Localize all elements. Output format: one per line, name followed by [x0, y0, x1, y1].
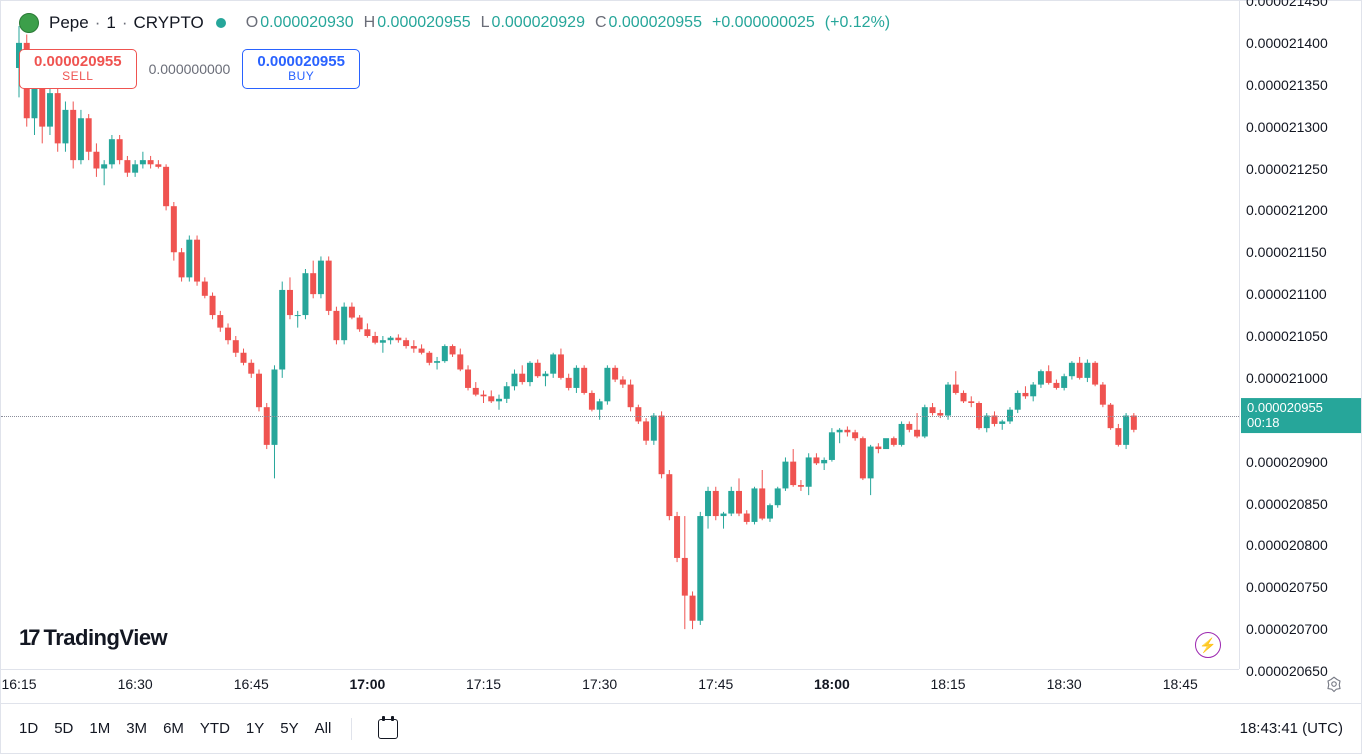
y-tick: 0.000021200 [1246, 202, 1328, 218]
y-tick: 0.000020800 [1246, 537, 1328, 553]
clock[interactable]: 18:43:41 (UTC) [1240, 720, 1343, 737]
y-tick: 0.000020700 [1246, 621, 1328, 637]
y-tick: 0.000021350 [1246, 77, 1328, 93]
x-tick: 18:15 [931, 676, 966, 692]
y-tick: 0.000021050 [1246, 328, 1328, 344]
x-tick: 16:15 [1, 676, 36, 692]
timeframe-5d[interactable]: 5D [54, 720, 73, 737]
spread-value: 0.000000000 [145, 61, 235, 77]
y-tick: 0.000020850 [1246, 496, 1328, 512]
divider [351, 718, 352, 740]
symbol-icon [19, 13, 39, 33]
candlestick-chart[interactable] [1, 1, 1241, 671]
ohlc-block: O0.000020930 H0.000020955 L0.000020929 C… [246, 14, 890, 32]
exchange: CRYPTO [134, 13, 204, 33]
buy-price: 0.000020955 [257, 53, 345, 70]
x-tick: 16:45 [234, 676, 269, 692]
x-tick: 17:00 [349, 676, 385, 692]
change-value: +0.000000025 [712, 14, 815, 32]
y-tick: 0.000021450 [1246, 0, 1328, 9]
timeframe-6m[interactable]: 6M [163, 720, 184, 737]
timeframe-1y[interactable]: 1Y [246, 720, 264, 737]
sep: · [122, 13, 128, 33]
y-tick: 0.000020650 [1246, 663, 1328, 679]
symbol-header: Pepe · 1 · CRYPTO O0.000020930 H0.000020… [19, 13, 1231, 33]
timeframe-1m[interactable]: 1M [89, 720, 110, 737]
timeframe-3m[interactable]: 3M [126, 720, 147, 737]
timeframe-list: 1D 5D 1M 3M 6M YTD 1Y 5Y All [19, 718, 398, 740]
low-value: 0.000020929 [492, 14, 585, 31]
timeframe-all[interactable]: All [315, 720, 332, 737]
chart-container: Pepe · 1 · CRYPTO O0.000020930 H0.000020… [1, 1, 1361, 753]
x-tick: 17:30 [582, 676, 617, 692]
sell-button[interactable]: 0.000020955 SELL [19, 49, 137, 89]
close-value: 0.000020955 [609, 14, 702, 31]
timeframe-5y[interactable]: 5Y [280, 720, 298, 737]
market-status-dot [216, 18, 226, 28]
x-tick: 18:45 [1163, 676, 1198, 692]
symbol-name[interactable]: Pepe [49, 13, 89, 33]
y-tick: 0.000021100 [1246, 286, 1327, 302]
change-pct: (+0.12%) [825, 14, 890, 32]
y-tick: 0.000021300 [1246, 119, 1328, 135]
calendar-icon[interactable] [378, 719, 398, 739]
buy-button[interactable]: 0.000020955 BUY [242, 49, 360, 89]
settings-icon[interactable] [1325, 675, 1343, 693]
x-axis[interactable]: 16:15 16:30 16:45 17:00 17:15 17:30 17:45 18:00… [1, 669, 1239, 701]
x-tick: 16:30 [118, 676, 153, 692]
x-tick: 18:00 [814, 676, 850, 692]
tradingview-logo[interactable]: 17TradingView [19, 625, 167, 651]
trade-buttons: 0.000020955 SELL 0.000000000 0.000020955… [19, 49, 360, 89]
timeframe-ytd[interactable]: YTD [200, 720, 230, 737]
sep: · [95, 13, 101, 33]
price-tag-countdown: 00:18 [1247, 416, 1355, 431]
x-tick: 17:45 [698, 676, 733, 692]
x-tick: 17:15 [466, 676, 501, 692]
y-tick: 0.000021150 [1246, 244, 1327, 260]
current-price-line [1, 416, 1239, 417]
y-tick: 0.000021250 [1246, 161, 1328, 177]
y-tick: 0.000020750 [1246, 579, 1328, 595]
interval[interactable]: 1 [106, 13, 115, 33]
price-tag: 0.000020955 00:18 [1241, 398, 1361, 434]
high-value: 0.000020955 [377, 14, 470, 31]
sell-label: SELL [34, 70, 122, 84]
open-value: 0.000020930 [260, 14, 353, 31]
price-tag-value: 0.000020955 [1247, 401, 1355, 416]
x-tick: 18:30 [1047, 676, 1082, 692]
lightning-icon[interactable]: ⚡ [1195, 632, 1221, 658]
y-tick: 0.000020900 [1246, 454, 1328, 470]
sell-price: 0.000020955 [34, 53, 122, 70]
timeframe-1d[interactable]: 1D [19, 720, 38, 737]
y-tick: 0.000021400 [1246, 35, 1328, 51]
bottom-toolbar: 1D 5D 1M 3M 6M YTD 1Y 5Y All 18:43:41 (UTC) [1, 703, 1361, 753]
buy-label: BUY [257, 70, 345, 84]
y-axis[interactable]: 0.000021450 0.000021400 0.000021350 0.00002… [1239, 1, 1361, 669]
y-tick: 0.000021000 [1246, 370, 1328, 386]
